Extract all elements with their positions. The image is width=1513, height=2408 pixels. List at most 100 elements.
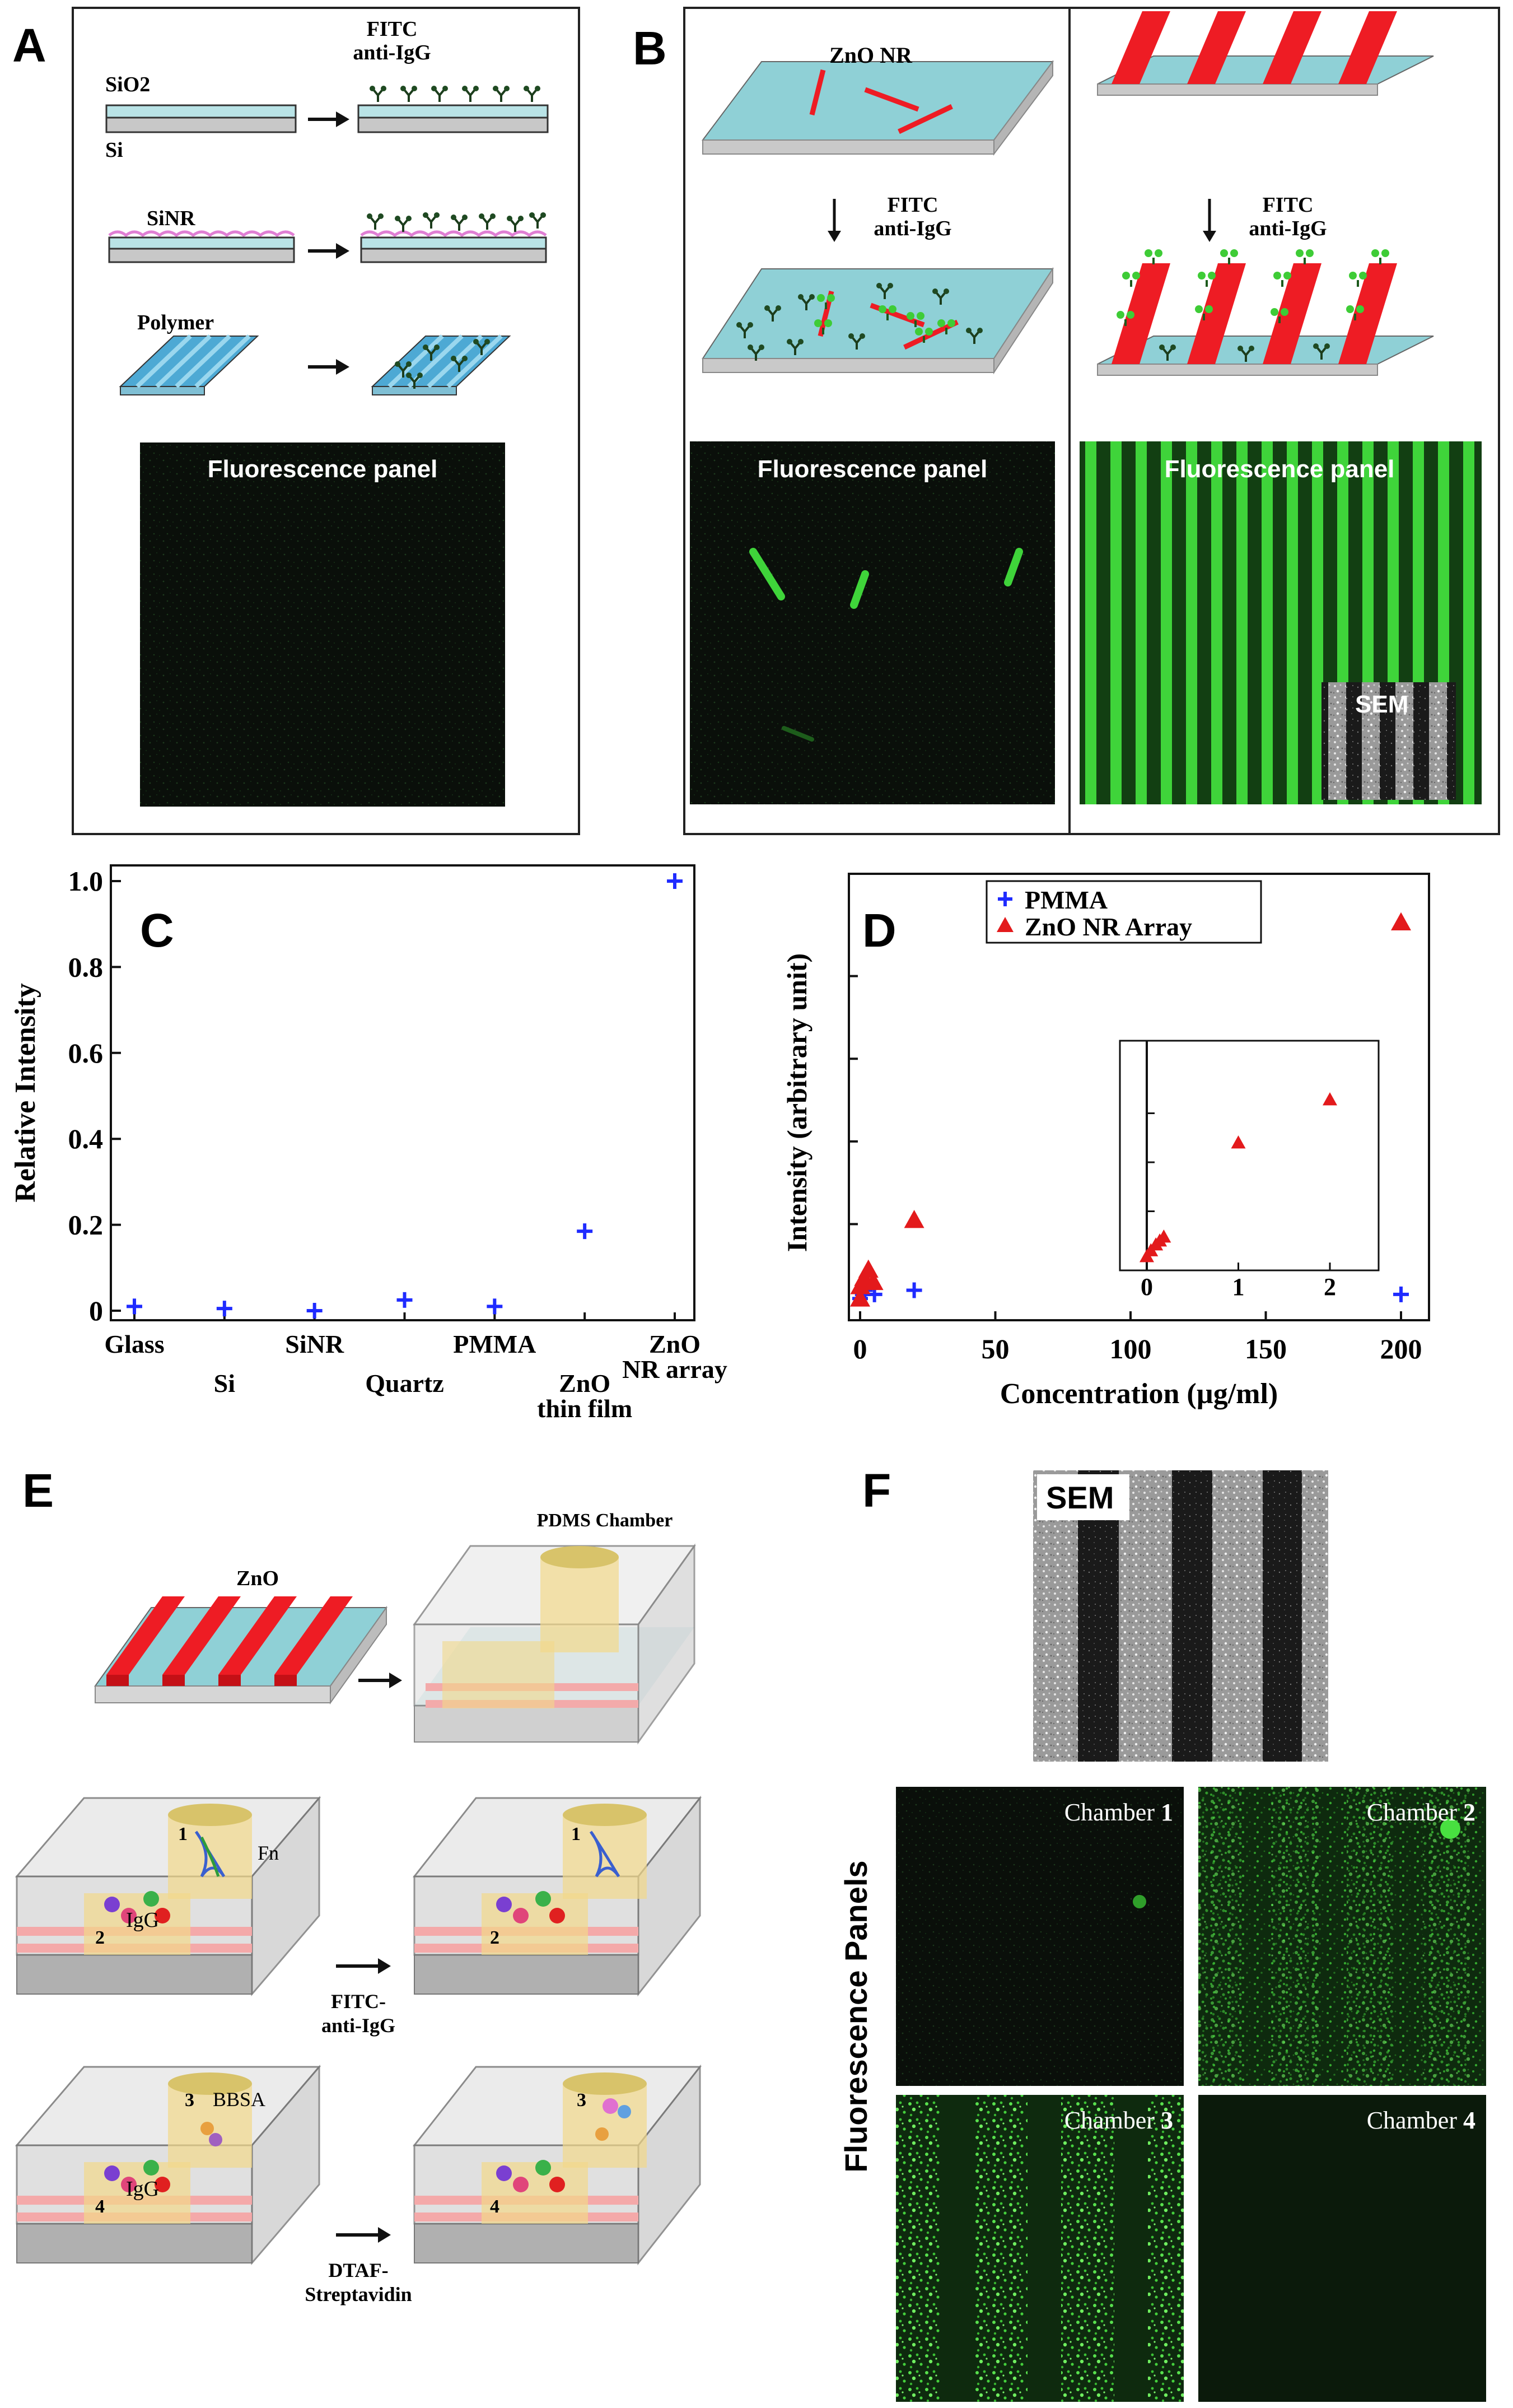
label-sio2: SiO2 — [105, 73, 150, 96]
panel-a-letter: A — [12, 19, 46, 72]
point-d-pmma-4 — [906, 1282, 922, 1298]
point-d-zno-5 — [904, 1210, 924, 1228]
xtick-label-d-0: 0 — [853, 1333, 867, 1364]
legend-d — [986, 880, 1262, 944]
label-b2-anti-igg: anti-IgG — [1249, 217, 1327, 240]
label-e-2b: 2 — [490, 1927, 499, 1948]
sem-image-f — [1033, 1470, 1328, 1762]
panel-c-letter: C — [140, 904, 174, 957]
label-pdms: PDMS Chamber — [537, 1510, 673, 1531]
xtick-label-d-2: 100 — [1110, 1333, 1152, 1364]
pdms-chamber — [413, 1543, 696, 1745]
label-b-anti-igg: anti-IgG — [874, 217, 951, 240]
chamber-1-image — [896, 1787, 1184, 2086]
ytick-label-c-3: 0.6 — [68, 1037, 104, 1069]
inset-xtick-label-d-2: 2 — [1324, 1273, 1336, 1301]
point-c-1 — [216, 1301, 232, 1317]
chart-d: D 0 50 100 150 200 Concentration (µg/ml) Inten… — [781, 873, 1430, 1410]
point-d-zno-4 — [863, 1271, 884, 1291]
chart-c-frame — [110, 864, 695, 1321]
xtick-label2-c-6: NR array — [622, 1355, 727, 1384]
zno-nr-slab-labeled — [702, 267, 1054, 375]
chamber-2-label: Chamber 2 — [1367, 1799, 1475, 1826]
point-c-5 — [577, 1223, 593, 1240]
chart-c: C 0 0.2 0.4 0.6 0.8 1.0 Glass Si SiNR Quartz PMMA Z… — [10, 864, 727, 1423]
label-e-4b: 4 — [490, 2196, 499, 2217]
zno-nr-slab — [702, 60, 1054, 156]
xlabel-d: Concentration (µg/ml) — [1000, 1378, 1278, 1410]
chamber-4-image — [1198, 2095, 1486, 2402]
chamber-2-image — [1198, 1787, 1486, 2086]
chamber-bbsa-igg-after — [412, 2064, 702, 2266]
xtick-label-d-3: 150 — [1245, 1333, 1287, 1364]
point-c-4 — [487, 1298, 503, 1315]
panel-f-letter: F — [862, 1464, 891, 1517]
arrow-b-left — [828, 199, 841, 242]
label-e-3: 3 — [185, 2090, 194, 2111]
point-c-0 — [127, 1298, 142, 1315]
label-e-3b: 3 — [577, 2090, 586, 2111]
xtick-label-c-4: PMMA — [453, 1330, 536, 1358]
fluorescence-label-b-right: Fluorescence panel — [1165, 455, 1395, 483]
arrow-e3 — [336, 2227, 391, 2243]
legend-marker-pmma — [998, 892, 1012, 906]
label-b2-fitc: FITC — [1263, 193, 1314, 217]
xtick-label-c-0: Glass — [104, 1330, 164, 1358]
xtick-label-c-3: Quartz — [365, 1369, 444, 1398]
inset-point-d-6 — [1323, 1092, 1337, 1106]
xtick-label-d-4: 200 — [1380, 1333, 1422, 1364]
label-fitc: FITC — [367, 17, 418, 41]
label-polymer: Polymer — [137, 311, 214, 334]
panel-e: E ZnO — [15, 1464, 702, 2305]
label-fn: Fn — [258, 1842, 279, 1864]
sem-label-f: SEM — [1046, 1480, 1114, 1515]
chamber-bbsa-igg-before — [15, 2064, 321, 2266]
label-bbsa: BBSA — [213, 2088, 265, 2111]
sio2-substrate-before — [105, 104, 297, 133]
ytick-label-c-0: 0 — [89, 1295, 103, 1326]
ylabel-d: Intensity (arbitrary unit) — [781, 953, 812, 1252]
label-zno-nr: ZnO NR — [829, 43, 913, 68]
label-si: Si — [105, 138, 123, 162]
zno-array-e — [94, 1596, 387, 1705]
chamber-1-label: Chamber 1 — [1064, 1799, 1173, 1826]
fluorescent-rods — [749, 548, 1023, 742]
xtick-label-c-6: ZnO — [649, 1330, 701, 1358]
arrow-a3 — [308, 359, 349, 375]
sem-inset-b — [1321, 682, 1456, 800]
xtick-label-d-1: 50 — [982, 1333, 1010, 1364]
label-e-anti-igg: anti-IgG — [321, 2014, 395, 2037]
xtick-label-c-1: Si — [214, 1369, 236, 1398]
legend-label-zno: ZnO NR Array — [1025, 912, 1192, 941]
panel-f: F SEM Fluorescence Panels Chamber 1 Cham… — [838, 1464, 1486, 2402]
chamber-fn-igg-after — [412, 1795, 702, 1997]
fluorescence-label-a: Fluorescence panel — [208, 455, 438, 483]
legend-marker-zno — [997, 917, 1014, 932]
zno-array-slab — [1097, 11, 1434, 96]
point-d-zno-0 — [850, 1288, 870, 1307]
arrow-a2 — [308, 243, 349, 259]
label-e-2: 2 — [95, 1927, 105, 1948]
panel-b-letter: B — [633, 22, 667, 74]
chart-d-frame — [848, 873, 1430, 1321]
panel-a: A SiO2 Si FITC anti-IgG SiNR — [12, 7, 580, 835]
chamber-4-label: Chamber 4 — [1367, 2107, 1475, 2134]
panel-b: B ZnO NR FITC anti-IgG — [633, 7, 1500, 835]
label-e-1: 1 — [178, 1824, 188, 1845]
panel-e-letter: E — [22, 1464, 54, 1517]
legend-label-pmma: PMMA — [1025, 886, 1108, 914]
ytick-label-c-5: 1.0 — [68, 865, 104, 897]
polymer-substrate-before — [119, 334, 259, 395]
inset-point-d-4 — [1156, 1229, 1171, 1243]
point-d-zno-3 — [858, 1259, 879, 1278]
ytick-label-c-4: 0.8 — [68, 951, 104, 982]
fluorescence-panels-label: Fluorescence Panels — [838, 1860, 874, 2172]
label-igg: IgG — [126, 1908, 159, 1932]
chamber-3-image — [896, 2095, 1184, 2402]
point-c-3 — [396, 1292, 413, 1308]
point-c-2 — [306, 1303, 323, 1319]
arrow-a1 — [308, 111, 349, 127]
sinr-substrate-before — [108, 230, 295, 263]
fluorescence-panel-b-left — [690, 441, 1055, 804]
ylabel-c: Relative Intensity — [10, 983, 41, 1202]
